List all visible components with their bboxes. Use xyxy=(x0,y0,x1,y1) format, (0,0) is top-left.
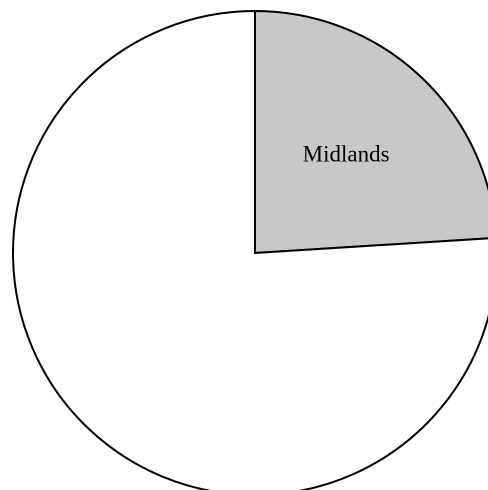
pie-slice xyxy=(12,9,488,490)
slice-label: Midlands xyxy=(303,141,390,166)
pie-slice xyxy=(254,9,488,255)
